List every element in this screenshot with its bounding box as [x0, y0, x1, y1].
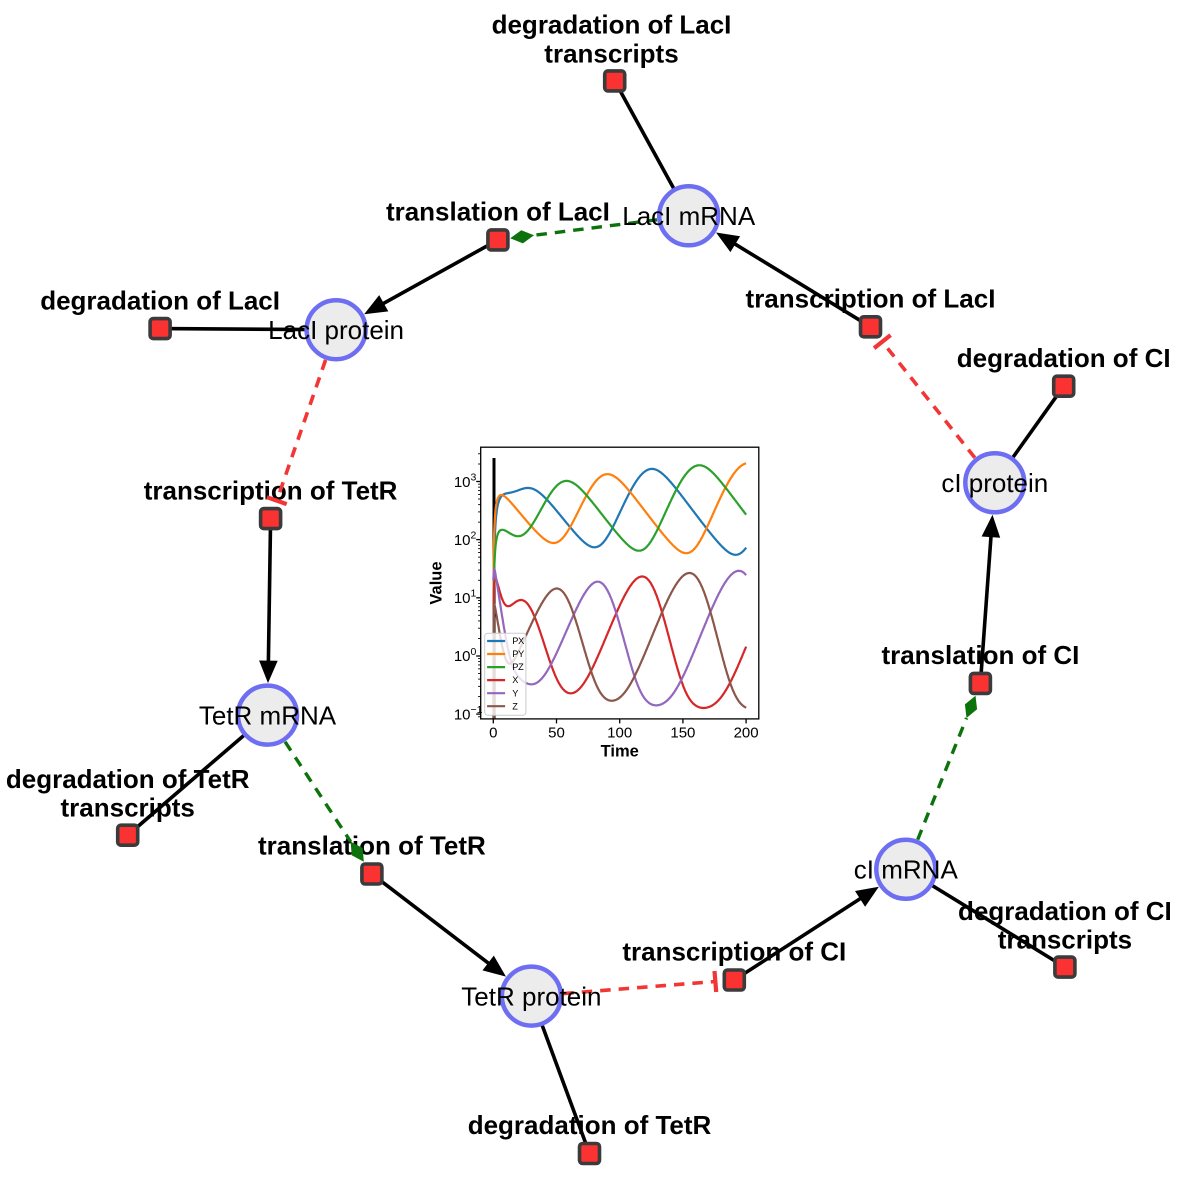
- svg-text:100: 100: [607, 725, 632, 742]
- svg-text:Z: Z: [512, 701, 518, 711]
- svg-text:200: 200: [734, 725, 759, 742]
- svg-text:cI mRNA: cI mRNA: [854, 855, 959, 885]
- svg-text:translation of LacI: translation of LacI: [386, 197, 610, 227]
- svg-text:degradation of TetR: degradation of TetR: [468, 1110, 712, 1140]
- svg-text:150: 150: [670, 725, 695, 742]
- svg-text:2: 2: [471, 529, 477, 541]
- svg-text:10: 10: [454, 590, 471, 607]
- svg-text:translation of TetR: translation of TetR: [258, 831, 486, 861]
- svg-text:Y: Y: [512, 688, 518, 698]
- svg-text:degradation of CI: degradation of CI: [957, 343, 1171, 373]
- svg-text:Value: Value: [428, 561, 446, 604]
- svg-text:transcription of TetR: transcription of TetR: [144, 475, 398, 505]
- svg-text:degradation of TetR: degradation of TetR: [6, 764, 250, 794]
- svg-text:0: 0: [471, 646, 477, 658]
- svg-text:TetR protein: TetR protein: [461, 981, 601, 1011]
- svg-text:PY: PY: [512, 649, 524, 659]
- svg-text:10: 10: [454, 532, 471, 549]
- svg-text:LacI protein: LacI protein: [268, 315, 404, 345]
- svg-text:10: 10: [454, 706, 471, 723]
- svg-text:PX: PX: [512, 636, 524, 646]
- svg-text:degradation of LacI: degradation of LacI: [492, 10, 732, 40]
- svg-text:degradation of CI: degradation of CI: [958, 896, 1172, 926]
- svg-text:transcription of LacI: transcription of LacI: [746, 284, 996, 314]
- svg-text:cI protein: cI protein: [941, 468, 1048, 498]
- svg-text:TetR mRNA: TetR mRNA: [199, 700, 337, 730]
- svg-text:10: 10: [454, 474, 471, 491]
- svg-text:transcripts: transcripts: [544, 38, 678, 68]
- svg-text:0: 0: [489, 725, 497, 742]
- svg-text:transcription of CI: transcription of CI: [622, 937, 846, 967]
- svg-text:50: 50: [548, 725, 565, 742]
- svg-text:3: 3: [471, 471, 477, 483]
- svg-text:1: 1: [471, 588, 477, 600]
- svg-text:degradation of LacI: degradation of LacI: [40, 285, 280, 315]
- svg-text:−1: −1: [471, 704, 483, 716]
- svg-text:Time: Time: [601, 743, 639, 761]
- svg-text:PZ: PZ: [512, 662, 524, 672]
- svg-text:10: 10: [454, 648, 471, 665]
- svg-text:LacI mRNA: LacI mRNA: [622, 201, 756, 231]
- svg-text:X: X: [512, 675, 518, 685]
